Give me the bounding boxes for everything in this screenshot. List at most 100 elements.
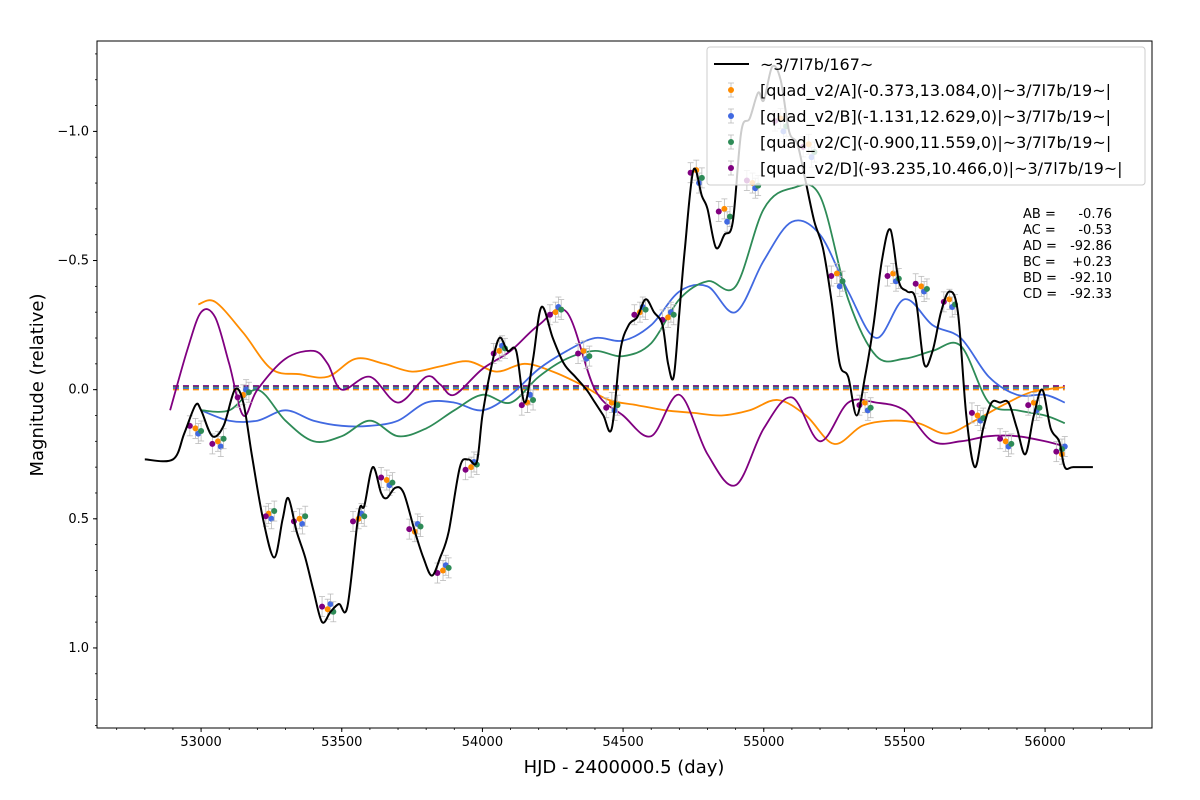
data-point	[642, 306, 649, 313]
x-tick-label: 55000	[743, 735, 784, 750]
data-point	[608, 399, 615, 406]
legend-label: [quad_v2/C](-0.900,11.559,0)|~3/7l7b/19~…	[760, 133, 1111, 153]
data-point	[361, 513, 368, 520]
legend: ~3/7l7b/167~ [quad_v2/A](-0.373,13.084,0)…	[706, 46, 1146, 186]
data-point	[327, 601, 334, 608]
data-point	[417, 523, 424, 530]
x-tick-label: 54500	[602, 735, 643, 750]
model-curve	[201, 183, 1066, 443]
x-tick-label: 55500	[884, 735, 925, 750]
y-tick-label: −1.0	[57, 124, 89, 139]
y-tick-label: 1.0	[68, 641, 89, 656]
stats-value: -92.33	[1070, 287, 1112, 302]
data-point	[468, 464, 475, 471]
x-axis-title: HJD - 2400000.5 (day)	[524, 757, 725, 778]
data-point	[1025, 402, 1032, 409]
data-point	[912, 280, 919, 287]
data-point	[836, 283, 843, 290]
data-point	[997, 435, 1004, 442]
legend-swatch-marker	[728, 139, 734, 145]
x-tick-label: 53000	[180, 735, 221, 750]
data-point	[324, 606, 331, 613]
data-point	[884, 273, 891, 280]
y-axis-title: Magnitude (relative)	[27, 293, 48, 476]
data-point	[665, 314, 672, 321]
data-point	[234, 394, 241, 401]
data-point	[378, 474, 385, 481]
data-point	[867, 404, 874, 411]
data-point	[262, 513, 269, 520]
data-point	[389, 479, 396, 486]
data-point	[974, 412, 981, 419]
stats-label: CD =	[1023, 287, 1057, 302]
data-point	[862, 399, 869, 406]
plot-frame	[96, 40, 1153, 729]
data-point	[462, 466, 469, 473]
light-curve-line	[144, 64, 1093, 624]
legend-label: ~3/7l7b/167~	[760, 55, 873, 74]
data-point	[968, 409, 975, 416]
data-point	[214, 438, 221, 445]
y-tick-label: 0.5	[68, 512, 89, 527]
data-point	[724, 218, 731, 225]
x-tick-label: 54000	[462, 735, 503, 750]
data-point	[575, 350, 582, 357]
data-point	[220, 435, 227, 442]
y-tick-label: 0.0	[68, 383, 89, 398]
data-point	[580, 347, 587, 354]
data-point	[890, 270, 897, 277]
data-point	[518, 402, 525, 409]
data-point	[1030, 399, 1037, 406]
stats-label: AD =	[1023, 239, 1057, 254]
data-point	[670, 311, 677, 318]
stats-label: BD =	[1023, 271, 1057, 286]
data-point	[245, 389, 252, 396]
legend-swatch-marker	[728, 87, 734, 93]
data-point	[558, 306, 565, 313]
y-axis: −1.0 −0.5 0.0 0.5 1.0	[57, 53, 97, 726]
data-point	[268, 515, 275, 522]
data-point	[727, 213, 733, 220]
data-point	[698, 174, 705, 181]
data-point	[440, 567, 447, 574]
stats-label: AC =	[1023, 223, 1056, 238]
data-point	[271, 508, 278, 515]
data-point	[833, 270, 840, 277]
data-point	[1002, 438, 1009, 445]
x-tick-label: 53500	[321, 735, 362, 750]
stats-label: BC =	[1023, 255, 1056, 270]
data-point	[552, 309, 559, 316]
legend-label: [quad_v2/B](-1.131,12.629,0)|~3/7l7b/19~…	[760, 107, 1111, 127]
x-axis: 53000 53500 54000 54500 55000 55500 56000	[116, 728, 1130, 750]
data-point	[302, 513, 309, 520]
data-point	[496, 347, 503, 354]
data-point	[383, 477, 390, 484]
data-point	[209, 440, 216, 447]
data-point	[839, 278, 846, 285]
data-point	[631, 311, 638, 318]
y-tick-label: −0.5	[57, 254, 89, 269]
legend-label: [quad_v2/D](-93.235,10.466,0)|~3/7l7b/19…	[760, 159, 1123, 179]
data-point	[603, 404, 610, 411]
legend-swatch-marker	[728, 165, 734, 171]
x-tick-label: 56000	[1024, 735, 1065, 750]
data-point	[406, 526, 413, 533]
stats-value: -0.76	[1078, 207, 1112, 222]
data-point	[828, 273, 835, 280]
data-point	[923, 285, 930, 292]
stats-panel: AB = -0.76 AC = -0.53 AD = -92.86 BC = +0.23 BD …	[1023, 207, 1112, 302]
stats-value: +0.23	[1072, 255, 1112, 270]
data-point	[546, 311, 553, 318]
data-point	[217, 443, 224, 450]
data-point	[198, 427, 205, 434]
model-curve	[200, 219, 1066, 428]
data-point	[721, 205, 728, 212]
data-point	[445, 564, 452, 571]
stats-label: AB =	[1023, 207, 1056, 222]
data-point	[1036, 404, 1043, 411]
stats-value: -0.53	[1078, 223, 1112, 238]
stats-value: -92.86	[1070, 239, 1112, 254]
data-point	[296, 515, 303, 522]
data-point	[946, 296, 953, 303]
